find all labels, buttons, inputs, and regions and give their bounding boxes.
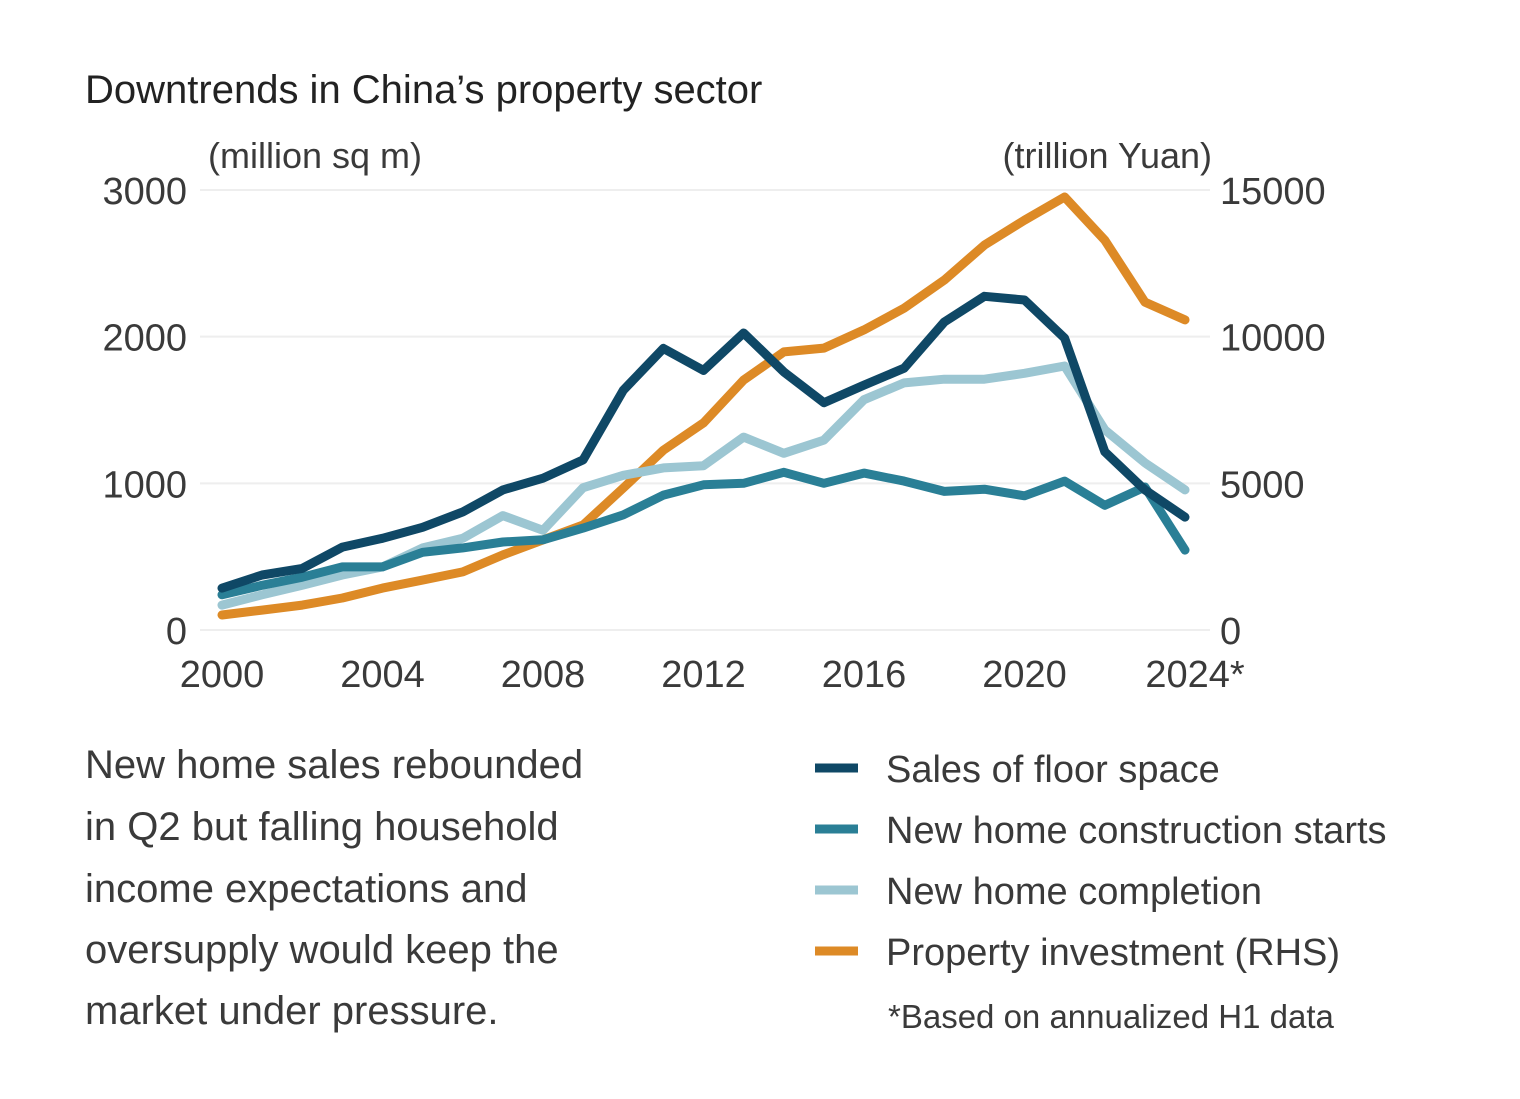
right-tick-label: 0	[1220, 611, 1241, 653]
gridlines	[200, 189, 1210, 631]
x-tick-label: 2016	[822, 654, 907, 696]
x-axis-ticks: 2000 2004 2008 2012 2016 2020 2024*	[180, 654, 1245, 696]
caption-line: market under pressure.	[85, 989, 499, 1033]
series-lines	[217, 192, 1190, 620]
series-line-sales-of-floor-space	[217, 291, 1190, 593]
x-tick-label: 2024*	[1145, 654, 1245, 696]
chart-title: Downtrends in China’s property sector	[85, 68, 762, 112]
caption-line: income expectations and	[85, 867, 528, 911]
legend-item: New home construction starts	[815, 810, 1387, 852]
series-line-property-investment-rhs	[217, 192, 1190, 620]
x-tick-label: 2000	[180, 654, 265, 696]
x-tick-label: 2008	[501, 654, 586, 696]
legend-label: Property investment (RHS)	[886, 932, 1340, 974]
x-tick-label: 2020	[982, 654, 1067, 696]
left-axis-label: (million sq m)	[208, 135, 422, 176]
right-tick-label: 10000	[1220, 318, 1326, 360]
caption: New home sales rebounded in Q2 but falli…	[85, 743, 583, 1033]
legend-label: New home construction starts	[886, 810, 1387, 852]
caption-line: New home sales rebounded	[85, 743, 583, 787]
right-tick-label: 5000	[1220, 464, 1305, 506]
x-tick-label: 2012	[661, 654, 746, 696]
caption-line: in Q2 but falling household	[85, 805, 559, 849]
legend: Sales of floor space New home constructio…	[815, 749, 1387, 974]
left-tick-label: 1000	[102, 464, 187, 506]
right-axis-ticks: 0 5000 10000 15000	[1220, 171, 1326, 653]
legend-label: Sales of floor space	[886, 749, 1220, 791]
footnote: *Based on annualized H1 data	[888, 998, 1334, 1035]
legend-item: Property investment (RHS)	[815, 932, 1340, 974]
series-line-new-home-construction-starts	[217, 467, 1190, 600]
left-tick-label: 3000	[102, 171, 187, 213]
left-tick-label: 0	[166, 611, 187, 653]
legend-item: New home completion	[815, 871, 1262, 913]
right-tick-label: 15000	[1220, 171, 1326, 213]
right-axis-label: (trillion Yuan)	[1003, 135, 1212, 176]
legend-item: Sales of floor space	[815, 749, 1220, 791]
left-axis-ticks: 0 1000 2000 3000	[102, 171, 187, 653]
caption-line: oversupply would keep the	[85, 928, 559, 972]
left-tick-label: 2000	[102, 318, 187, 360]
legend-label: New home completion	[886, 871, 1262, 913]
x-tick-label: 2004	[340, 654, 425, 696]
